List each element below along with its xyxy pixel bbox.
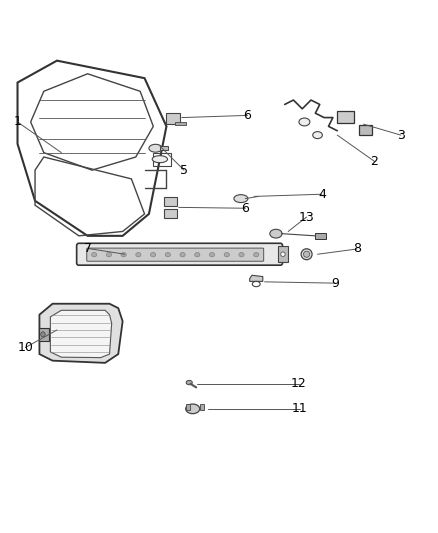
Bar [359, 125, 372, 135]
Ellipse shape [186, 381, 192, 385]
Text: 1: 1 [14, 116, 21, 128]
Bar [166, 113, 180, 124]
Text: 12: 12 [291, 377, 307, 390]
Ellipse shape [281, 252, 285, 256]
Text: 9: 9 [331, 277, 339, 289]
Ellipse shape [224, 253, 230, 257]
Text: 11: 11 [292, 402, 308, 415]
Polygon shape [250, 275, 263, 281]
Bar [200, 404, 204, 410]
Bar [39, 328, 49, 341]
Bar [278, 246, 288, 262]
Ellipse shape [301, 249, 312, 260]
Text: 13: 13 [299, 211, 314, 223]
Ellipse shape [239, 253, 244, 257]
Ellipse shape [106, 253, 112, 257]
Polygon shape [50, 310, 112, 358]
Bar [175, 122, 186, 125]
Text: 6: 6 [244, 109, 251, 122]
Text: 2: 2 [371, 155, 378, 168]
Bar [153, 152, 171, 166]
Bar [315, 233, 326, 239]
Ellipse shape [180, 253, 185, 257]
Ellipse shape [186, 404, 200, 414]
Ellipse shape [234, 195, 248, 203]
Ellipse shape [299, 118, 310, 126]
Ellipse shape [92, 253, 97, 257]
Ellipse shape [313, 132, 322, 139]
Text: 8: 8 [353, 243, 361, 255]
Text: 6: 6 [241, 202, 249, 215]
Text: 4: 4 [318, 188, 326, 201]
Ellipse shape [151, 253, 156, 257]
Ellipse shape [270, 229, 282, 238]
Bar [164, 197, 177, 206]
Ellipse shape [121, 253, 126, 257]
Ellipse shape [209, 253, 215, 257]
Ellipse shape [41, 332, 45, 337]
Ellipse shape [194, 253, 200, 257]
Bar [160, 146, 168, 150]
Text: 5: 5 [180, 164, 188, 176]
Ellipse shape [304, 251, 310, 257]
FancyBboxPatch shape [77, 243, 283, 265]
Ellipse shape [165, 253, 170, 257]
Ellipse shape [254, 253, 259, 257]
Ellipse shape [136, 253, 141, 257]
Ellipse shape [152, 156, 167, 163]
Bar [164, 209, 177, 219]
Text: 7: 7 [85, 242, 92, 255]
FancyBboxPatch shape [87, 248, 264, 261]
Ellipse shape [149, 144, 162, 152]
Text: 10: 10 [18, 341, 33, 354]
Bar [186, 404, 190, 410]
Polygon shape [39, 304, 123, 363]
Bar [337, 110, 354, 123]
Text: 3: 3 [397, 128, 405, 142]
